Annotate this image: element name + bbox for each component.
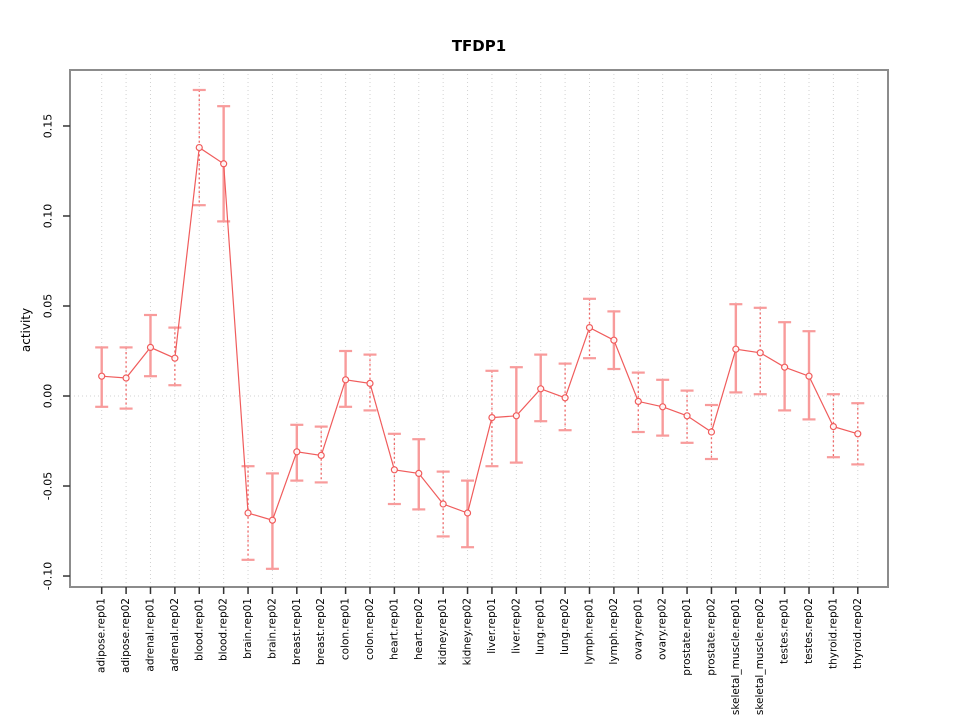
x-tick-label: thyroid.rep02 (852, 598, 864, 669)
data-point (146, 343, 155, 352)
data-point (634, 397, 642, 406)
x-tick-label: lung.rep01 (535, 598, 547, 655)
x-tick-label: breast.rep01 (291, 598, 303, 665)
x-tick-label: liver.rep01 (486, 598, 498, 654)
data-point (463, 509, 472, 517)
x-tick-label: adipose.rep02 (120, 598, 132, 673)
x-tick-label: adrenal.rep01 (144, 598, 156, 672)
x-tick-label: skeletal_muscle.rep01 (730, 598, 742, 715)
chart-title: TFDP1 (451, 37, 507, 55)
y-axis-title: activity (19, 307, 33, 353)
y-tick-label: -0.05 (42, 472, 55, 500)
x-tick-label: heart.rep02 (413, 598, 425, 660)
data-point (756, 349, 764, 357)
data-point (98, 372, 106, 380)
data-point (195, 143, 203, 152)
y-tick-label: 0.15 (42, 114, 55, 139)
data-point (390, 466, 398, 474)
data-point (512, 412, 520, 420)
x-tick-label: brain.rep02 (266, 598, 278, 659)
x-tick-label: colon.rep01 (340, 598, 352, 660)
data-point (683, 412, 691, 420)
x-tick-label: kidney.rep01 (437, 598, 449, 665)
x-tick-label: ovary.rep02 (657, 598, 669, 660)
x-tick-label: colon.rep02 (364, 598, 376, 660)
plot-frame (69, 69, 889, 588)
data-point (293, 448, 301, 456)
series-line (101, 146, 858, 521)
x-tick-label: lymph.rep01 (584, 598, 596, 665)
data-point (659, 403, 667, 411)
data-point (829, 423, 838, 431)
data-point (707, 428, 716, 436)
x-tick-label: thyroid.rep01 (827, 598, 839, 669)
y-tick-label: 0.05 (42, 294, 55, 319)
data-point (537, 385, 545, 393)
data-point (488, 414, 496, 422)
x-tick-label: adipose.rep01 (96, 598, 108, 673)
x-tick-label: skeletal_muscle.rep02 (754, 598, 766, 715)
data-point (122, 374, 130, 382)
x-tick-label: liver.rep02 (510, 598, 522, 654)
data-point (268, 516, 277, 524)
x-tick-label: blood.rep01 (193, 598, 205, 661)
y-tick-label: -0.10 (42, 562, 55, 590)
data-point (805, 372, 813, 380)
data-point (171, 354, 179, 362)
data-point (781, 363, 789, 371)
data-point (415, 469, 423, 478)
data-point (342, 376, 350, 384)
data-point (366, 379, 374, 388)
x-tick-label: kidney.rep02 (462, 598, 474, 665)
y-tick-label: 0.00 (42, 384, 55, 409)
x-tick-label: testes.rep01 (779, 598, 791, 664)
x-tick-label: lung.rep02 (559, 598, 571, 655)
data-point (317, 451, 325, 460)
data-point (854, 430, 862, 438)
y-tick-label: 0.10 (42, 204, 55, 229)
x-tick-label: blood.rep02 (218, 598, 230, 661)
data-point (585, 323, 594, 332)
data-point (439, 500, 447, 508)
data-point (732, 345, 740, 353)
x-tick-label: breast.rep02 (315, 598, 327, 665)
data-point (220, 160, 228, 168)
x-tick-label: ovary.rep01 (632, 598, 644, 660)
x-tick-label: adrenal.rep02 (169, 598, 181, 672)
x-tick-label: brain.rep01 (242, 598, 254, 659)
data-point (244, 509, 252, 517)
x-tick-label: heart.rep01 (388, 598, 400, 660)
x-tick-label: prostate.rep02 (705, 598, 717, 676)
x-tick-label: lymph.rep02 (608, 598, 620, 665)
data-point (561, 394, 569, 402)
x-tick-label: testes.rep02 (803, 598, 815, 664)
x-tick-label: prostate.rep01 (681, 598, 693, 676)
data-point (610, 336, 618, 344)
